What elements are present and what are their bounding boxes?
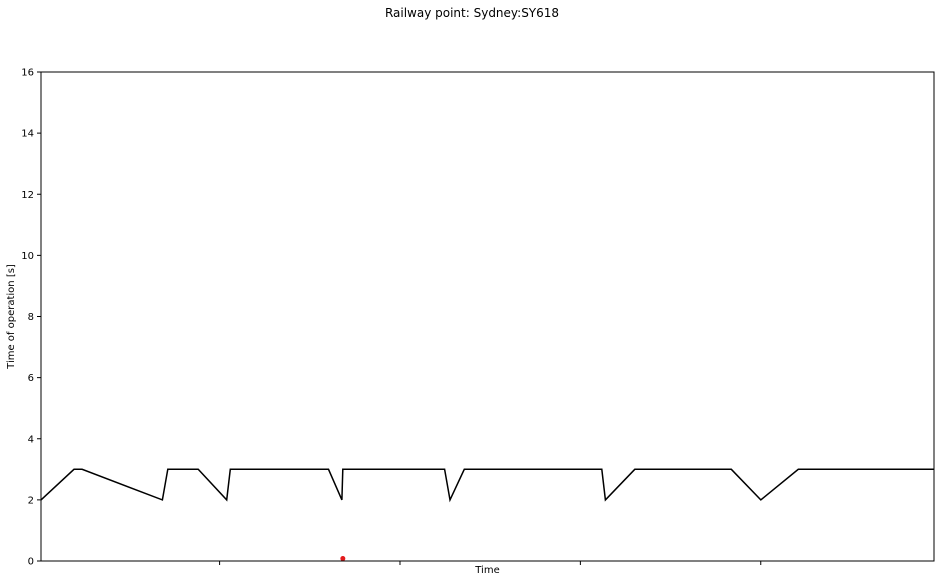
x-axis [219,561,762,565]
y-axis-label: Time of operation [s] [6,264,17,370]
y-tick-label: 2 [28,495,34,506]
y-tick-label: 4 [28,434,34,445]
series-line [40,468,934,503]
y-tick-label: 6 [28,373,34,384]
y-axis: 0 2 4 6 8 10 12 14 16 [21,68,41,568]
y-tick-label: 0 [28,557,34,568]
plot-area [40,468,934,562]
y-tick-label: 10 [21,251,34,262]
chart-title: Railway point: Sydney:SY618 [385,6,559,20]
y-tick-label: 12 [21,190,34,201]
y-tick-label: 14 [21,129,34,140]
data-point-marker [340,556,346,562]
y-tick-label: 16 [21,68,34,79]
x-axis-label: Time [474,565,499,576]
y-tick-label: 8 [28,312,34,323]
plot-frame [40,71,935,562]
